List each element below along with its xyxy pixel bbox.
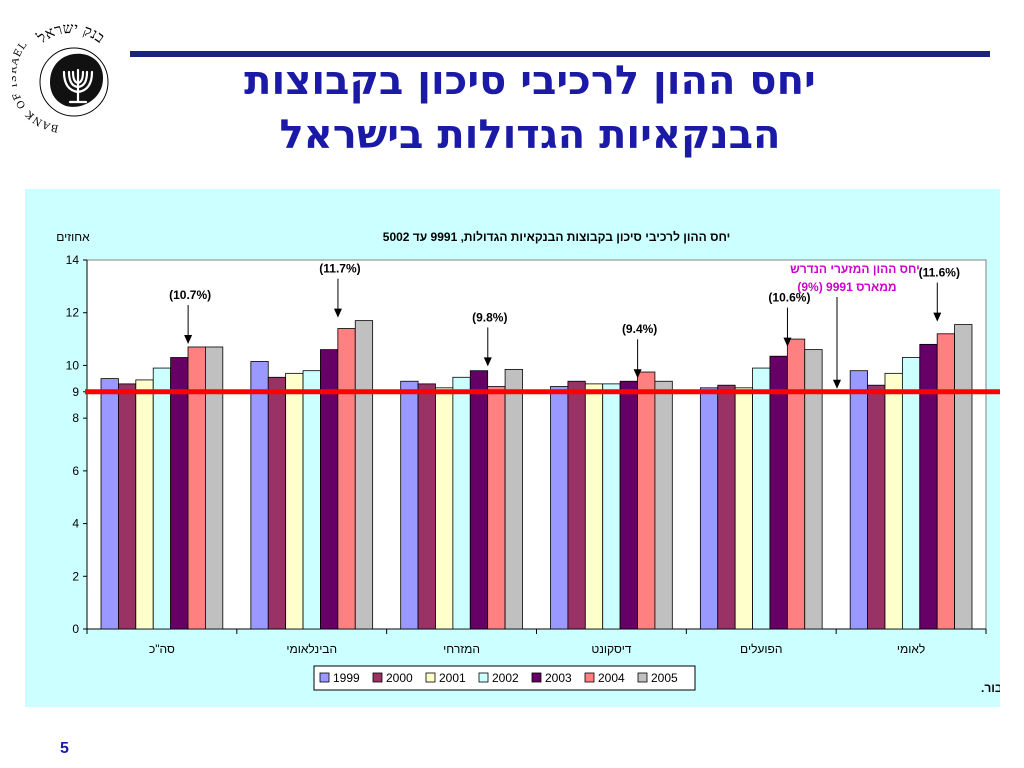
legend-swatch-2004 — [584, 672, 595, 683]
slide-title-line-2: הבנקאיות הגדולות בישראל — [279, 112, 781, 158]
legend-swatch-2001 — [425, 672, 436, 683]
bar-2000 — [567, 380, 586, 630]
y-tick-label: 10 — [66, 358, 80, 372]
annotation-label: (10.7%) — [169, 288, 211, 302]
source-note: המקור: דוחות כספיים לציבור. — [981, 681, 1000, 695]
bar-2002 — [452, 376, 471, 630]
bar-2005 — [354, 320, 374, 630]
y-tick-label: 12 — [66, 306, 80, 320]
legend-label: 2001 — [439, 671, 466, 685]
bar-2002 — [152, 367, 172, 630]
annotation-arrowhead — [933, 312, 942, 322]
bar-2003 — [769, 355, 788, 630]
chart-title: יחס ההון לרכיבי סיכון בקבוצות הבנקאיות ה… — [383, 230, 730, 244]
bar-2005 — [804, 349, 823, 630]
y-tick-label: 4 — [72, 517, 79, 531]
bar-2000 — [867, 384, 886, 630]
x-tick-label: דיסקונט — [591, 642, 631, 656]
bar-2005 — [954, 324, 973, 630]
y-tick-label: 14 — [66, 253, 80, 267]
bar-2004 — [337, 328, 356, 630]
x-tick-label: סה"כ — [149, 642, 175, 656]
annotation-arrowhead — [633, 369, 642, 379]
bar-2000 — [417, 383, 436, 630]
bar-2003 — [469, 370, 489, 630]
bank-of-israel-logo: בנק ישראל BANK OF ISRAEL — [8, 16, 130, 134]
annotation-label: (10.6%) — [768, 291, 810, 305]
page-number: 5 — [60, 740, 69, 757]
bar-2004 — [637, 371, 656, 630]
legend-swatch-1999 — [319, 672, 330, 683]
bar-2002 — [602, 383, 621, 630]
legend-label: 2002 — [492, 671, 519, 685]
bar-2000 — [118, 383, 137, 630]
threshold-note-line-1: יחס ההון המזערי הנדרש — [790, 262, 920, 276]
bar-2001 — [135, 379, 154, 630]
legend-label: 1999 — [333, 671, 360, 685]
bar-1999 — [550, 386, 569, 630]
annotation-arrowhead — [783, 337, 792, 347]
y-axis-label: אחוזים — [56, 230, 90, 244]
annotation-arrowhead — [184, 334, 193, 344]
bar-2002 — [302, 370, 321, 630]
bar-2005 — [654, 380, 673, 630]
legend-label: 2003 — [545, 671, 572, 685]
slide-title-line-1: יחס ההון לרכיבי סיכון בקבוצות — [244, 58, 816, 104]
y-tick-label: 9 — [72, 385, 79, 399]
bar-2002 — [752, 367, 771, 630]
legend-swatch-2000 — [372, 672, 383, 683]
bar-2001 — [584, 383, 604, 630]
threshold-note-arrowhead — [833, 379, 841, 389]
bar-2005 — [504, 368, 523, 630]
x-tick-label: המזרחי — [443, 642, 480, 656]
title-underline — [130, 51, 990, 57]
legend-label: 2005 — [651, 671, 678, 685]
bar-1999 — [400, 380, 419, 630]
annotation-label: (9.8%) — [472, 310, 507, 324]
slide-title: יחס ההון לרכיבי סיכון בקבוצות הבנקאיות ה… — [120, 54, 940, 162]
x-tick-label: לאומי — [897, 642, 925, 656]
bar-1999 — [699, 387, 719, 630]
y-tick-label: 2 — [72, 569, 79, 583]
bar-2000 — [717, 384, 736, 630]
bar-1999 — [849, 370, 868, 630]
bar-2004 — [786, 338, 806, 630]
threshold-note-line-2: ממארס 9991 (9%) — [797, 280, 896, 294]
y-tick-label: 6 — [72, 464, 79, 478]
bar-1999 — [250, 361, 269, 630]
y-tick-label: 0 — [72, 622, 79, 636]
bar-1999 — [100, 378, 119, 630]
legend-swatch-2005 — [637, 672, 648, 683]
legend-label: 2000 — [386, 671, 413, 685]
legend-label: 2004 — [598, 671, 625, 685]
bar-2003 — [619, 380, 638, 630]
annotation-arrowhead — [483, 357, 492, 367]
bar-2005 — [205, 346, 224, 630]
bar-2001 — [435, 387, 454, 630]
chart-panel: יחס ההון לרכיבי סיכון בקבוצות הבנקאיות ה… — [25, 189, 1000, 707]
annotation-label: (9.4%) — [622, 322, 657, 336]
bar-2003 — [919, 343, 938, 630]
svg-text:בנק ישראל: בנק ישראל — [33, 19, 108, 48]
bar-2000 — [267, 376, 287, 630]
bar-2001 — [734, 387, 753, 630]
annotation-label: (11.6%) — [919, 266, 960, 280]
bar-chart: יחס ההון לרכיבי סיכון בקבוצות הבנקאיות ה… — [56, 230, 1000, 695]
bar-2003 — [170, 357, 189, 630]
bar-2004 — [936, 333, 955, 630]
legend-swatch-2002 — [478, 672, 489, 683]
y-tick-label: 8 — [72, 411, 79, 425]
bar-2001 — [285, 372, 304, 630]
x-tick-label: הפועלים — [740, 642, 782, 656]
annotation-label: (11.7%) — [319, 262, 360, 276]
bar-2004 — [487, 386, 506, 630]
x-tick-label: הבינלאומי — [286, 642, 337, 656]
annotation-arrowhead — [333, 308, 342, 318]
bar-2002 — [901, 357, 921, 630]
bar-2001 — [884, 372, 903, 630]
legend-swatch-2003 — [531, 672, 542, 683]
bar-2004 — [187, 346, 206, 630]
